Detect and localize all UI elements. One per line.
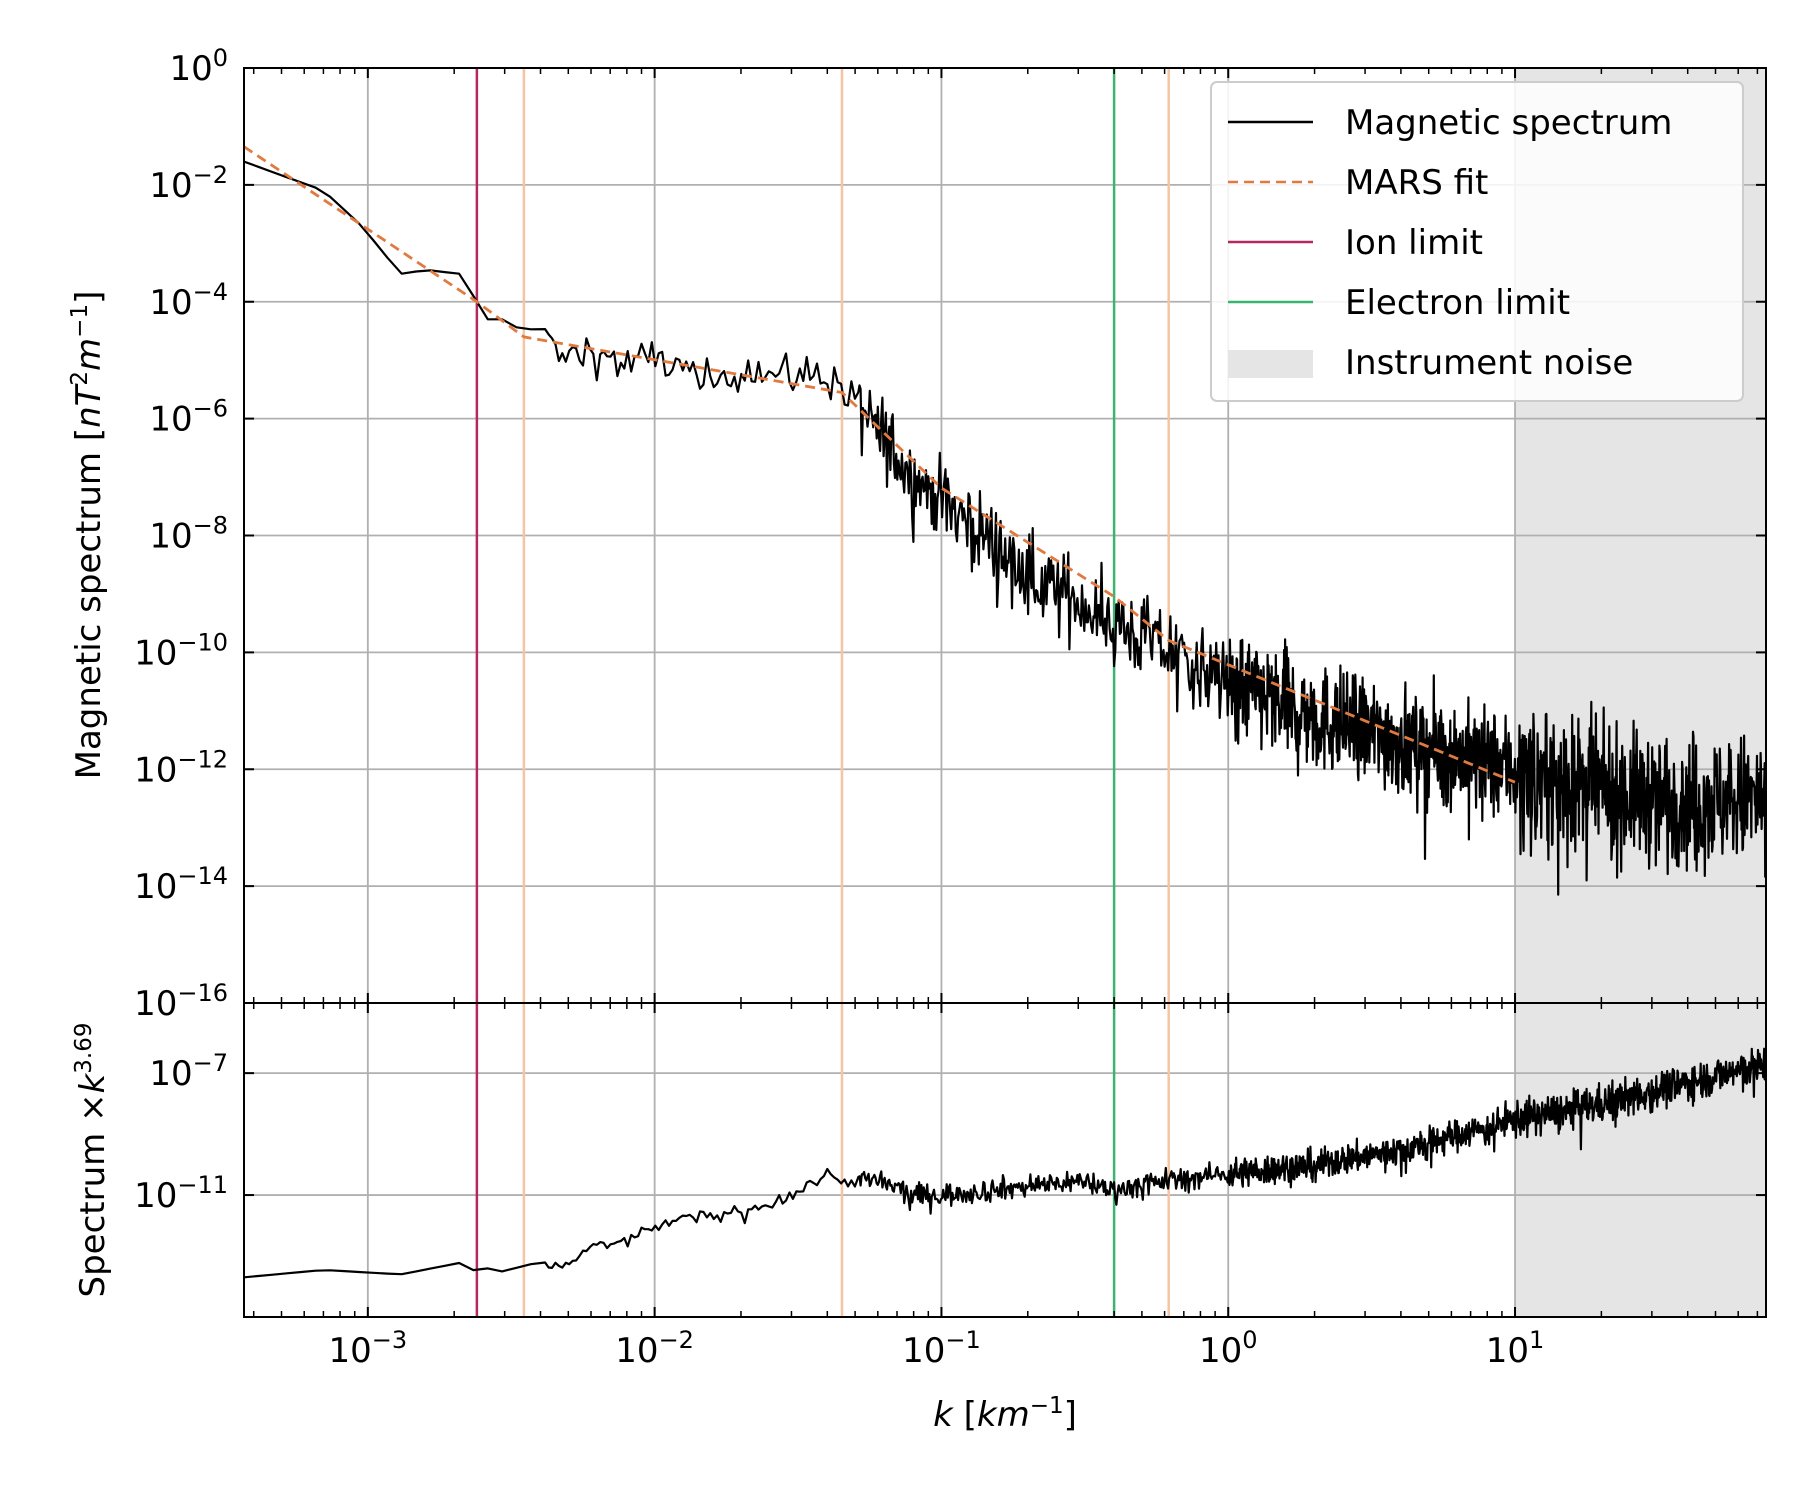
legend-label-mars-fit: MARS fit [1345, 163, 1488, 203]
top-y-tick-label: 10−16 [134, 979, 228, 1024]
bottom-series [244, 1047, 1766, 1279]
bottom-y-tick-label: 10−7 [149, 1049, 228, 1094]
legend-box [1210, 81, 1744, 402]
bottom-ticks [244, 1003, 1766, 1317]
bottom-instrument-noise-span [1515, 1003, 1766, 1317]
top-y-tick-label: 100 [169, 44, 228, 89]
bottom-grid [244, 1003, 1766, 1317]
legend-label-electron-limit: Electron limit [1345, 283, 1570, 323]
compensated-spectrum-line [244, 1047, 1766, 1279]
top-y-axis-title: Magnetic spectrum [nT2m−1] [67, 291, 109, 780]
bottom-vertical-lines [475, 1003, 1170, 1317]
legend-swatch-instrument-noise [1228, 350, 1313, 378]
bottom-panel: 10−7 10−11 10−3 10−2 10−1 100 101 [134, 1002, 1767, 1371]
top-y-tick-label: 10−10 [134, 628, 228, 673]
mars-fit-line [244, 145, 1516, 784]
legend-label-magnetic-spectrum: Magnetic spectrum [1345, 103, 1672, 143]
bottom-plot-background [1515, 1003, 1766, 1317]
top-vertical-lines [475, 68, 1170, 1003]
bottom-y-axis-title: Spectrum ×k3.69 [71, 1023, 113, 1298]
bottom-y-tick-label: 10−11 [134, 1171, 228, 1216]
x-tick-label: 100 [1199, 1326, 1258, 1371]
bottom-axes-frame [243, 1002, 1767, 1318]
top-y-tick-label: 10−6 [149, 395, 228, 440]
x-tick-labels: 10−3 10−2 10−1 100 101 [329, 1326, 1545, 1371]
bottom-y-tick-labels: 10−7 10−11 [134, 1049, 228, 1216]
top-y-tick-label: 10−4 [149, 278, 228, 323]
top-y-tick-labels: 100 10−2 10−4 10−6 10−8 10−10 10−12 10−14 10−16 [134, 44, 228, 1024]
top-y-tick-label: 10−12 [134, 745, 228, 790]
top-y-tick-label: 10−8 [149, 512, 228, 557]
magnetic-spectrum-line [244, 160, 1766, 896]
x-tick-label: 10−2 [615, 1326, 694, 1371]
top-y-tick-label: 10−14 [134, 862, 228, 907]
top-y-tick-label: 10−2 [149, 161, 228, 206]
legend-label-ion-limit: Ion limit [1345, 223, 1483, 263]
x-tick-label: 101 [1486, 1326, 1545, 1371]
legend: Magnetic spectrum MARS fit Ion limit Ele… [1210, 81, 1744, 402]
legend-label-instrument-noise: Instrument noise [1345, 343, 1633, 383]
x-tick-label: 10−1 [902, 1326, 981, 1371]
x-axis-title: k [km−1] [933, 1393, 1077, 1435]
top-series [244, 145, 1766, 896]
x-tick-label: 10−3 [329, 1326, 408, 1371]
